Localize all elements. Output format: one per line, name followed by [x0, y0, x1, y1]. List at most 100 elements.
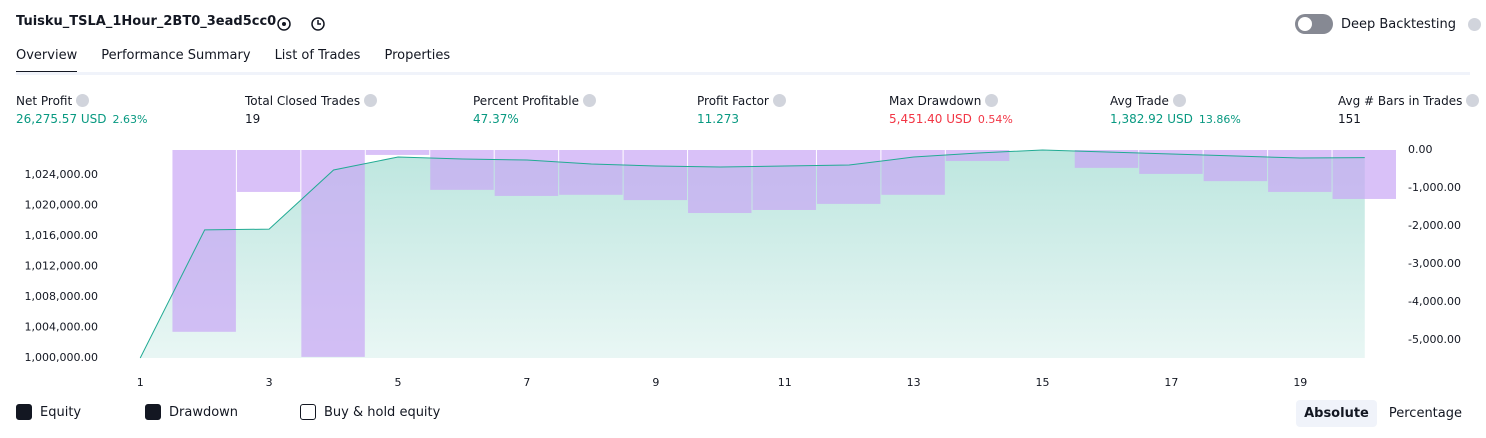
stat-value: 19: [245, 112, 377, 126]
stat-value-text: 1,382.92 USD: [1110, 112, 1193, 126]
legend-item[interactable]: Buy & hold equity: [300, 404, 440, 420]
tab[interactable]: List of Trades: [274, 48, 361, 63]
info-icon[interactable]: [985, 94, 999, 107]
title-icons[interactable]: [275, 14, 335, 34]
stat: Profit Factor 11.273: [697, 94, 786, 126]
stat: Total Closed Trades 19: [245, 94, 378, 126]
view-mode[interactable]: Absolute: [1296, 400, 1377, 427]
legend-item[interactable]: Drawdown: [145, 404, 238, 420]
stat-value-text: 26,275.57 USD: [16, 112, 107, 126]
stat-label-text: Percent Profitable: [473, 94, 579, 108]
drawdown-bar: [365, 150, 430, 155]
stat-label-text: Avg Trade: [1110, 94, 1169, 108]
info-icon[interactable]: [76, 94, 90, 107]
tab[interactable]: Performance Summary: [101, 48, 251, 63]
y-tick-label: 1,000,000.00: [25, 351, 98, 364]
stat-percent: 2.63%: [112, 113, 148, 126]
stat-value-text: 19: [245, 112, 261, 126]
y2-tick-label: -3,000.00: [1408, 257, 1461, 270]
x-tick-label: 11: [778, 376, 792, 389]
x-tick-label: 1: [137, 376, 144, 389]
stat: Max Drawdown 5,451.40 USD 0.54%: [889, 94, 1013, 126]
help-icon[interactable]: [1468, 17, 1482, 31]
stat-label-text: Total Closed Trades: [245, 94, 361, 108]
stat-percent: 0.54%: [977, 113, 1013, 126]
info-icon[interactable]: [772, 94, 786, 107]
y2-tick-label: 0.00: [1408, 143, 1433, 156]
deep-backtesting[interactable]: Deep Backtesting: [1295, 14, 1482, 34]
stat-label: Avg # Bars in Trades: [1338, 94, 1480, 108]
tabs: Overview Performance Summary List of Trade…: [16, 48, 450, 74]
stat-value: 5,451.40 USD 0.54%: [889, 112, 1013, 126]
legend-label: Equity: [40, 404, 82, 420]
view-modes: Absolute Percentage: [1296, 400, 1470, 427]
y2-tick-label: -4,000.00: [1408, 295, 1461, 308]
stat-value-text: 11.273: [697, 112, 739, 126]
drawdown-bar: [494, 150, 559, 196]
chart: 1,000,000.00 1,004,000.00 1,008,000.00 1,01…: [25, 143, 1461, 389]
drawdown-bar: [301, 150, 365, 357]
x-tick-label: 5: [395, 376, 402, 389]
tab[interactable]: Overview: [16, 48, 78, 74]
drawdown-bar: [236, 150, 301, 192]
checkbox[interactable]: [145, 404, 161, 420]
drawdown-bar: [1268, 150, 1332, 192]
legend-item[interactable]: Equity: [16, 404, 81, 420]
equity-area: [140, 150, 1365, 358]
equity-line: [139, 149, 1365, 359]
y-tick-label: 1,012,000.00: [25, 260, 98, 273]
stat-label: Net Profit: [16, 94, 147, 108]
x-tick-label: 3: [266, 376, 273, 389]
y-tick-label: 1,008,000.00: [25, 290, 98, 303]
checkbox[interactable]: [300, 404, 316, 420]
info-icon[interactable]: [1466, 94, 1480, 107]
y-tick-label: 1,004,000.00: [25, 321, 98, 334]
stat-label: Percent Profitable: [473, 94, 596, 108]
y-tick-label: 1,016,000.00: [25, 229, 98, 242]
drawdown-bar: [816, 150, 881, 204]
x-tick-label: 9: [652, 376, 659, 389]
drawdown-bar: [172, 150, 236, 332]
info-icon[interactable]: [582, 94, 596, 107]
y-tick-label: 1,024,000.00: [25, 168, 98, 181]
stat: Avg Trade 1,382.92 USD 13.86%: [1110, 94, 1241, 126]
stat-value: 1,382.92 USD 13.86%: [1110, 112, 1241, 126]
stat-value: 26,275.57 USD 2.63%: [16, 112, 147, 126]
stat: Avg # Bars in Trades 151: [1338, 94, 1480, 126]
y2-tick-label: -2,000.00: [1408, 219, 1461, 232]
stat-label-text: Max Drawdown: [889, 94, 982, 108]
y-tick-label: 1,020,000.00: [25, 199, 98, 212]
legend-label: Buy & hold equity: [324, 404, 441, 420]
info-icon[interactable]: [1172, 94, 1186, 107]
tab-divider: [16, 72, 1470, 75]
stat-label: Total Closed Trades: [245, 94, 378, 108]
view-mode[interactable]: Percentage: [1388, 406, 1462, 421]
drawdown-bar: [623, 150, 688, 201]
stat-value-text: 5,451.40 USD: [889, 112, 972, 126]
stat-label-text: Avg # Bars in Trades: [1338, 94, 1463, 108]
stat-label: Profit Factor: [697, 94, 786, 108]
drawdown-bar: [688, 150, 752, 214]
drawdown-bar: [1074, 150, 1139, 168]
stat: Net Profit 26,275.57 USD 2.63%: [16, 94, 147, 126]
drawdown-bar: [430, 150, 494, 190]
x-tick-label: 7: [523, 376, 530, 389]
info-icon[interactable]: [364, 94, 378, 107]
drawdown-bar: [752, 150, 816, 210]
x-tick-label: 13: [907, 376, 921, 389]
stat-label: Max Drawdown: [889, 94, 1013, 108]
strategy-title: Tuisku_TSLA_1Hour_2BT0_3ead5cc0: [16, 14, 277, 29]
checkbox[interactable]: [16, 404, 32, 420]
stat-label: Avg Trade: [1110, 94, 1241, 108]
stat-value: 151: [1338, 112, 1479, 126]
tab[interactable]: Properties: [384, 48, 451, 63]
stat-label-text: Net Profit: [16, 94, 73, 108]
stat: Percent Profitable 47.37%: [473, 94, 596, 126]
drawdown-bar: [945, 150, 1010, 162]
x-tick-label: 15: [1036, 376, 1050, 389]
x-tick-label: 19: [1293, 376, 1307, 389]
stat-value: 47.37%: [473, 112, 596, 126]
switch[interactable]: [1295, 14, 1333, 34]
stat-label-text: Profit Factor: [697, 94, 769, 108]
